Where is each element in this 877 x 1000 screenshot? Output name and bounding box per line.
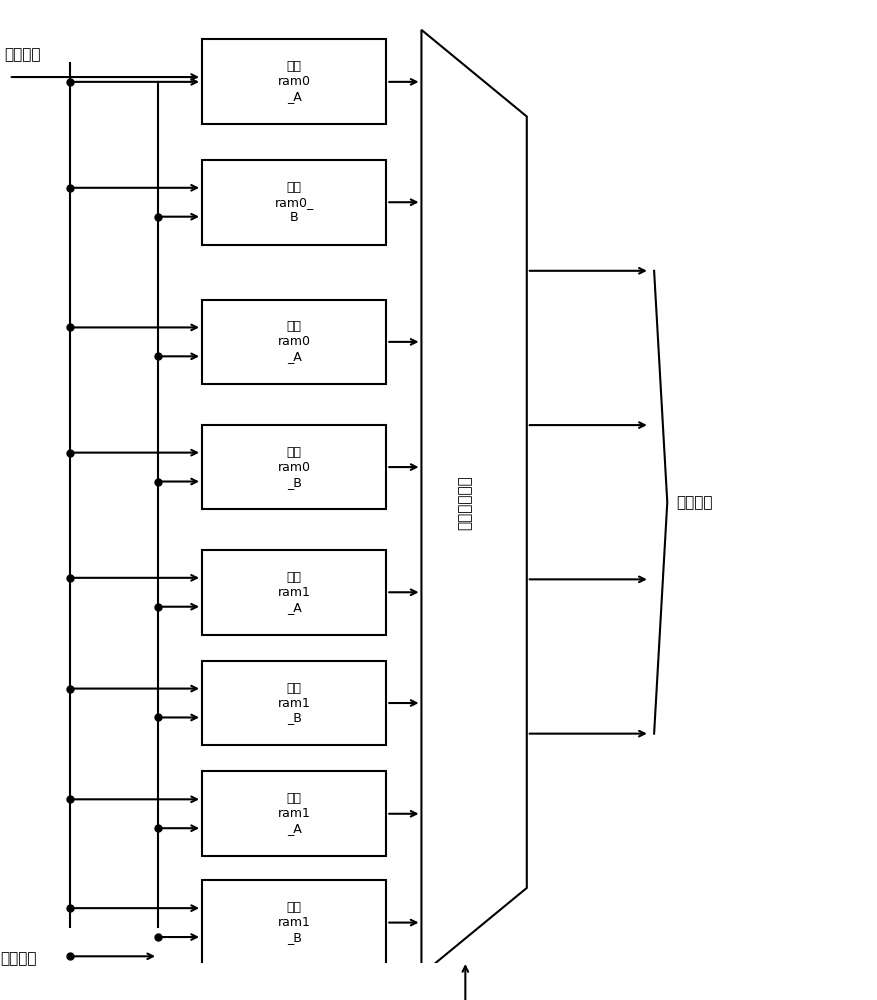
Text: 控制信号: 控制信号 xyxy=(0,951,37,966)
Text: 输出数据: 输出数据 xyxy=(675,495,712,510)
Text: 实部
ram0
_A: 实部 ram0 _A xyxy=(277,60,310,103)
FancyBboxPatch shape xyxy=(202,160,386,245)
Text: 实部
ram0_
B: 实部 ram0_ B xyxy=(275,181,313,224)
FancyBboxPatch shape xyxy=(202,300,386,384)
Text: 虚部
ram1
_B: 虚部 ram1 _B xyxy=(277,901,310,944)
Text: 实部
ram1
_A: 实部 ram1 _A xyxy=(277,571,310,614)
FancyBboxPatch shape xyxy=(202,771,386,856)
FancyBboxPatch shape xyxy=(202,425,386,509)
Text: 虚部
ram0
_A: 虚部 ram0 _A xyxy=(277,320,310,363)
Text: 输入数据: 输入数据 xyxy=(4,48,41,63)
FancyBboxPatch shape xyxy=(202,880,386,965)
Text: 数据选择单元: 数据选择单元 xyxy=(457,475,473,530)
Text: 虚部
ram0
_B: 虚部 ram0 _B xyxy=(277,446,310,489)
Text: 虚部
ram1
_A: 虚部 ram1 _A xyxy=(277,792,310,835)
Text: 实部
ram1
_B: 实部 ram1 _B xyxy=(277,682,310,725)
FancyBboxPatch shape xyxy=(202,661,386,745)
FancyBboxPatch shape xyxy=(202,550,386,635)
Polygon shape xyxy=(421,30,526,975)
FancyBboxPatch shape xyxy=(202,39,386,124)
